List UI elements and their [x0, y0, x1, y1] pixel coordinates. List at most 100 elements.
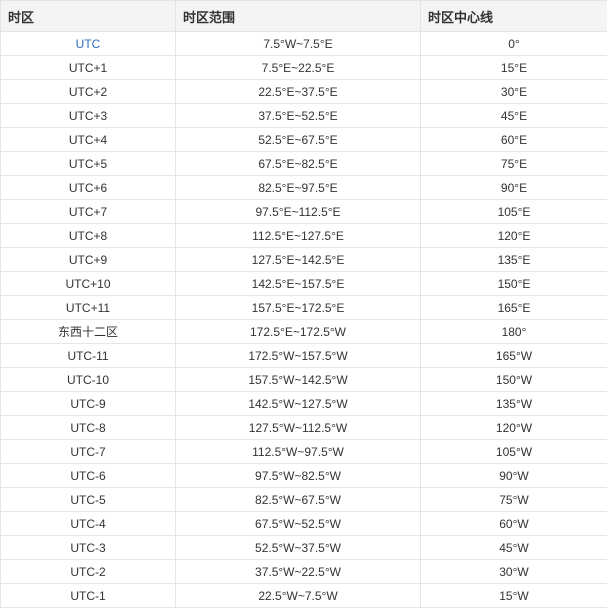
timezone-cell: UTC-4	[0, 511, 176, 536]
table-row: UTC 7.5°W~7.5°E 0°	[0, 31, 607, 56]
table-row: UTC-8 127.5°W~112.5°W 120°W	[0, 415, 607, 440]
range-cell: 127.5°W~112.5°W	[175, 415, 421, 440]
timezone-cell: UTC+5	[0, 151, 176, 176]
header-timezone-range: 时区范围	[175, 0, 421, 32]
center-meridian-cell: 165°E	[420, 295, 607, 320]
timezone-cell: UTC-7	[0, 439, 176, 464]
timezone-cell: UTC+8	[0, 223, 176, 248]
timezone-link[interactable]: UTC	[0, 31, 176, 56]
center-meridian-cell: 165°W	[420, 343, 607, 368]
range-cell: 172.5°W~157.5°W	[175, 343, 421, 368]
table-row: UTC-1 22.5°W~7.5°W 15°W	[0, 583, 607, 608]
table-row: UTC+3 37.5°E~52.5°E 45°E	[0, 103, 607, 128]
table-row: UTC+5 67.5°E~82.5°E 75°E	[0, 151, 607, 176]
range-cell: 37.5°W~22.5°W	[175, 559, 421, 584]
center-meridian-cell: 30°E	[420, 79, 607, 104]
range-cell: 52.5°E~67.5°E	[175, 127, 421, 152]
range-cell: 142.5°E~157.5°E	[175, 271, 421, 296]
table-row: UTC-11 172.5°W~157.5°W 165°W	[0, 343, 607, 368]
table-header-row: 时区 时区范围 时区中心线	[0, 0, 607, 32]
range-cell: 7.5°E~22.5°E	[175, 55, 421, 80]
center-meridian-cell: 120°W	[420, 415, 607, 440]
table-row: UTC+4 52.5°E~67.5°E 60°E	[0, 127, 607, 152]
center-meridian-cell: 60°E	[420, 127, 607, 152]
timezone-cell: UTC-10	[0, 367, 176, 392]
range-cell: 112.5°E~127.5°E	[175, 223, 421, 248]
center-meridian-cell: 105°E	[420, 199, 607, 224]
center-meridian-cell: 150°E	[420, 271, 607, 296]
range-cell: 7.5°W~7.5°E	[175, 31, 421, 56]
table-row: UTC+2 22.5°E~37.5°E 30°E	[0, 79, 607, 104]
timezone-cell: UTC-3	[0, 535, 176, 560]
timezone-cell: UTC-11	[0, 343, 176, 368]
timezone-cell: UTC+4	[0, 127, 176, 152]
center-meridian-cell: 180°	[420, 319, 607, 344]
header-timezone: 时区	[0, 0, 176, 32]
table-body: UTC 7.5°W~7.5°E 0° UTC+1 7.5°E~22.5°E 15°E UTC…	[0, 31, 607, 608]
table-row: UTC-9 142.5°W~127.5°W 135°W	[0, 391, 607, 416]
timezone-cell: UTC-6	[0, 463, 176, 488]
table-row: 东西十二区 172.5°E~172.5°W 180°	[0, 319, 607, 344]
header-central-meridian: 时区中心线	[420, 0, 607, 32]
range-cell: 142.5°W~127.5°W	[175, 391, 421, 416]
range-cell: 97.5°E~112.5°E	[175, 199, 421, 224]
table-row: UTC+8 112.5°E~127.5°E 120°E	[0, 223, 607, 248]
timezone-cell: UTC+1	[0, 55, 176, 80]
timezone-cell: UTC+6	[0, 175, 176, 200]
center-meridian-cell: 105°W	[420, 439, 607, 464]
timezone-cell: UTC-2	[0, 559, 176, 584]
table-row: UTC+9 127.5°E~142.5°E 135°E	[0, 247, 607, 272]
table-row: UTC-2 37.5°W~22.5°W 30°W	[0, 559, 607, 584]
center-meridian-cell: 45°W	[420, 535, 607, 560]
center-meridian-cell: 75°E	[420, 151, 607, 176]
center-meridian-cell: 60°W	[420, 511, 607, 536]
table-row: UTC-3 52.5°W~37.5°W 45°W	[0, 535, 607, 560]
table-row: UTC+7 97.5°E~112.5°E 105°E	[0, 199, 607, 224]
center-meridian-cell: 45°E	[420, 103, 607, 128]
center-meridian-cell: 30°W	[420, 559, 607, 584]
table-row: UTC-6 97.5°W~82.5°W 90°W	[0, 463, 607, 488]
table-row: UTC-10 157.5°W~142.5°W 150°W	[0, 367, 607, 392]
center-meridian-cell: 75°W	[420, 487, 607, 512]
range-cell: 37.5°E~52.5°E	[175, 103, 421, 128]
timezone-cell: UTC-1	[0, 583, 176, 608]
range-cell: 112.5°W~97.5°W	[175, 439, 421, 464]
table-row: UTC+10 142.5°E~157.5°E 150°E	[0, 271, 607, 296]
timezone-cell: UTC+9	[0, 247, 176, 272]
table-row: UTC+6 82.5°E~97.5°E 90°E	[0, 175, 607, 200]
table-row: UTC+1 7.5°E~22.5°E 15°E	[0, 55, 607, 80]
table-row: UTC+11 157.5°E~172.5°E 165°E	[0, 295, 607, 320]
timezone-cell: UTC-5	[0, 487, 176, 512]
range-cell: 22.5°W~7.5°W	[175, 583, 421, 608]
center-meridian-cell: 90°E	[420, 175, 607, 200]
center-meridian-cell: 135°W	[420, 391, 607, 416]
range-cell: 157.5°W~142.5°W	[175, 367, 421, 392]
table-row: UTC-5 82.5°W~67.5°W 75°W	[0, 487, 607, 512]
table-row: UTC-7 112.5°W~97.5°W 105°W	[0, 439, 607, 464]
center-meridian-cell: 15°E	[420, 55, 607, 80]
center-meridian-cell: 90°W	[420, 463, 607, 488]
range-cell: 67.5°E~82.5°E	[175, 151, 421, 176]
range-cell: 97.5°W~82.5°W	[175, 463, 421, 488]
center-meridian-cell: 135°E	[420, 247, 607, 272]
range-cell: 172.5°E~172.5°W	[175, 319, 421, 344]
timezone-cell: 东西十二区	[0, 319, 176, 344]
range-cell: 52.5°W~37.5°W	[175, 535, 421, 560]
range-cell: 127.5°E~142.5°E	[175, 247, 421, 272]
range-cell: 22.5°E~37.5°E	[175, 79, 421, 104]
range-cell: 157.5°E~172.5°E	[175, 295, 421, 320]
timezone-cell: UTC+7	[0, 199, 176, 224]
center-meridian-cell: 150°W	[420, 367, 607, 392]
timezone-cell: UTC+10	[0, 271, 176, 296]
range-cell: 82.5°W~67.5°W	[175, 487, 421, 512]
timezone-cell: UTC-9	[0, 391, 176, 416]
timezone-cell: UTC+2	[0, 79, 176, 104]
range-cell: 82.5°E~97.5°E	[175, 175, 421, 200]
timezone-cell: UTC+11	[0, 295, 176, 320]
center-meridian-cell: 15°W	[420, 583, 607, 608]
range-cell: 67.5°W~52.5°W	[175, 511, 421, 536]
center-meridian-cell: 0°	[420, 31, 607, 56]
table-row: UTC-4 67.5°W~52.5°W 60°W	[0, 511, 607, 536]
